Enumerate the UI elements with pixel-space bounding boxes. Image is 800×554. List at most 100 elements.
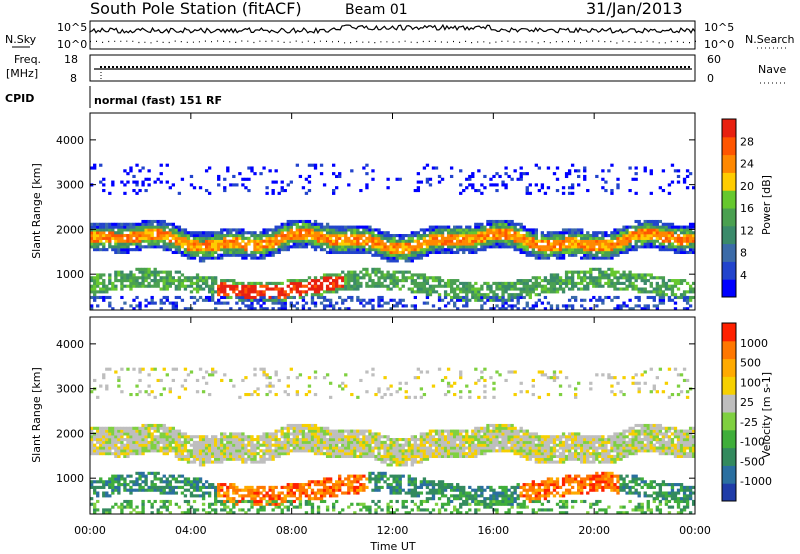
heatmap-cell [241, 460, 245, 464]
heatmap-cell [108, 452, 112, 456]
heatmap-cell [138, 228, 142, 232]
heatmap-cell [102, 290, 106, 294]
heatmap-cell [195, 284, 200, 288]
heatmap-cell [259, 239, 263, 243]
heatmap-cell [583, 287, 587, 291]
heatmap-cell [259, 449, 263, 453]
heatmap-cell [670, 180, 675, 184]
heatmap-cell [513, 281, 517, 285]
heatmap-cell [607, 276, 611, 280]
heatmap-cell [404, 259, 408, 263]
heatmap-cell [564, 270, 569, 274]
heatmap-cell [507, 284, 511, 288]
heatmap-cell [102, 236, 106, 240]
heatmap-cell [117, 452, 121, 456]
heatmap-cell [613, 250, 617, 255]
heatmap-cell [688, 248, 693, 252]
heatmap-cell [613, 276, 617, 280]
heatmap-cell [99, 429, 103, 433]
heatmap-cell [341, 228, 345, 232]
heatmap-cell [198, 186, 203, 190]
heatmap-cell [150, 298, 154, 302]
heatmap-cell [649, 281, 653, 285]
heatmap-cell [685, 281, 690, 285]
heatmap-cell [377, 298, 381, 302]
heatmap-cell [398, 256, 402, 260]
heatmap-cell [135, 234, 139, 238]
heatmap-cell [543, 236, 548, 240]
heatmap-cell [265, 494, 269, 498]
heatmap-cell [386, 284, 390, 288]
heatmap-cell [552, 290, 557, 294]
heatmap-cell [180, 281, 185, 285]
heatmap-cell [96, 228, 100, 232]
heatmap-cell [195, 446, 200, 450]
heatmap-cell [153, 449, 157, 453]
heatmap-cell [561, 234, 566, 238]
heatmap-cell [322, 432, 327, 436]
heatmap-cell [682, 180, 687, 184]
heatmap-cell [123, 477, 127, 481]
heatmap-cell [295, 440, 300, 444]
heatmap-cell [446, 279, 451, 283]
heatmap-cell [214, 494, 218, 498]
heatmap-cell [274, 248, 278, 252]
heatmap-cell [313, 287, 318, 291]
heatmap-cell [365, 183, 369, 187]
heatmap-cell [561, 231, 566, 235]
heatmap-cell [637, 225, 641, 229]
heatmap-cell [295, 390, 300, 394]
heatmap-cell [192, 454, 197, 459]
heatmap-cell [232, 452, 236, 456]
heatmap-cell [322, 273, 327, 277]
heatmap-cell [298, 488, 303, 492]
heatmap-cell [265, 245, 269, 249]
heatmap-cell [310, 446, 315, 450]
heatmap-cell [474, 239, 478, 243]
heatmap-cell [223, 186, 227, 190]
heatmap-cell [192, 186, 197, 190]
heatmap-cell [555, 250, 560, 255]
heatmap-cell [198, 440, 203, 444]
heatmap-cell [341, 270, 345, 274]
heatmap-cell [495, 188, 499, 193]
heatmap-cell [123, 454, 127, 459]
heatmap-cell [522, 287, 526, 291]
heatmap-cell [189, 491, 194, 495]
heatmap-cell [223, 287, 227, 291]
heatmap-cell [298, 295, 303, 300]
heatmap-cell [389, 248, 393, 252]
heatmap-cell [114, 488, 118, 492]
heatmap-cell [102, 281, 106, 285]
heatmap-cell [661, 222, 666, 226]
heatmap-cell [338, 474, 342, 478]
heatmap-cell [474, 231, 478, 235]
heatmap-cell [232, 287, 236, 291]
heatmap-cell [283, 452, 287, 456]
heatmap-cell [256, 499, 260, 504]
heatmap-cell [434, 276, 439, 280]
heatmap-cell [619, 248, 623, 252]
heatmap-cell [549, 242, 554, 246]
heatmap-cell [325, 480, 330, 484]
heatmap-cell [319, 435, 324, 439]
heatmap-cell [549, 307, 554, 311]
heatmap-cell [525, 248, 529, 252]
heatmap-cell [277, 449, 281, 453]
heatmap-cell [235, 287, 239, 291]
heatmap-cell [622, 231, 626, 235]
heatmap-cell [344, 440, 348, 444]
heatmap-cell [528, 234, 532, 238]
heatmap-cell [174, 485, 179, 489]
heatmap-cell [462, 304, 466, 308]
heatmap-cell [126, 222, 130, 226]
heatmap-cell [189, 234, 194, 238]
heatmap-cell [204, 253, 209, 257]
heatmap-cell [265, 186, 269, 190]
heatmap-cell [670, 222, 675, 226]
heatmap-cell [232, 440, 236, 444]
heatmap-cell [338, 432, 342, 436]
heatmap-cell [183, 387, 188, 391]
heatmap-cell [283, 290, 287, 294]
heatmap-cell [610, 273, 614, 277]
